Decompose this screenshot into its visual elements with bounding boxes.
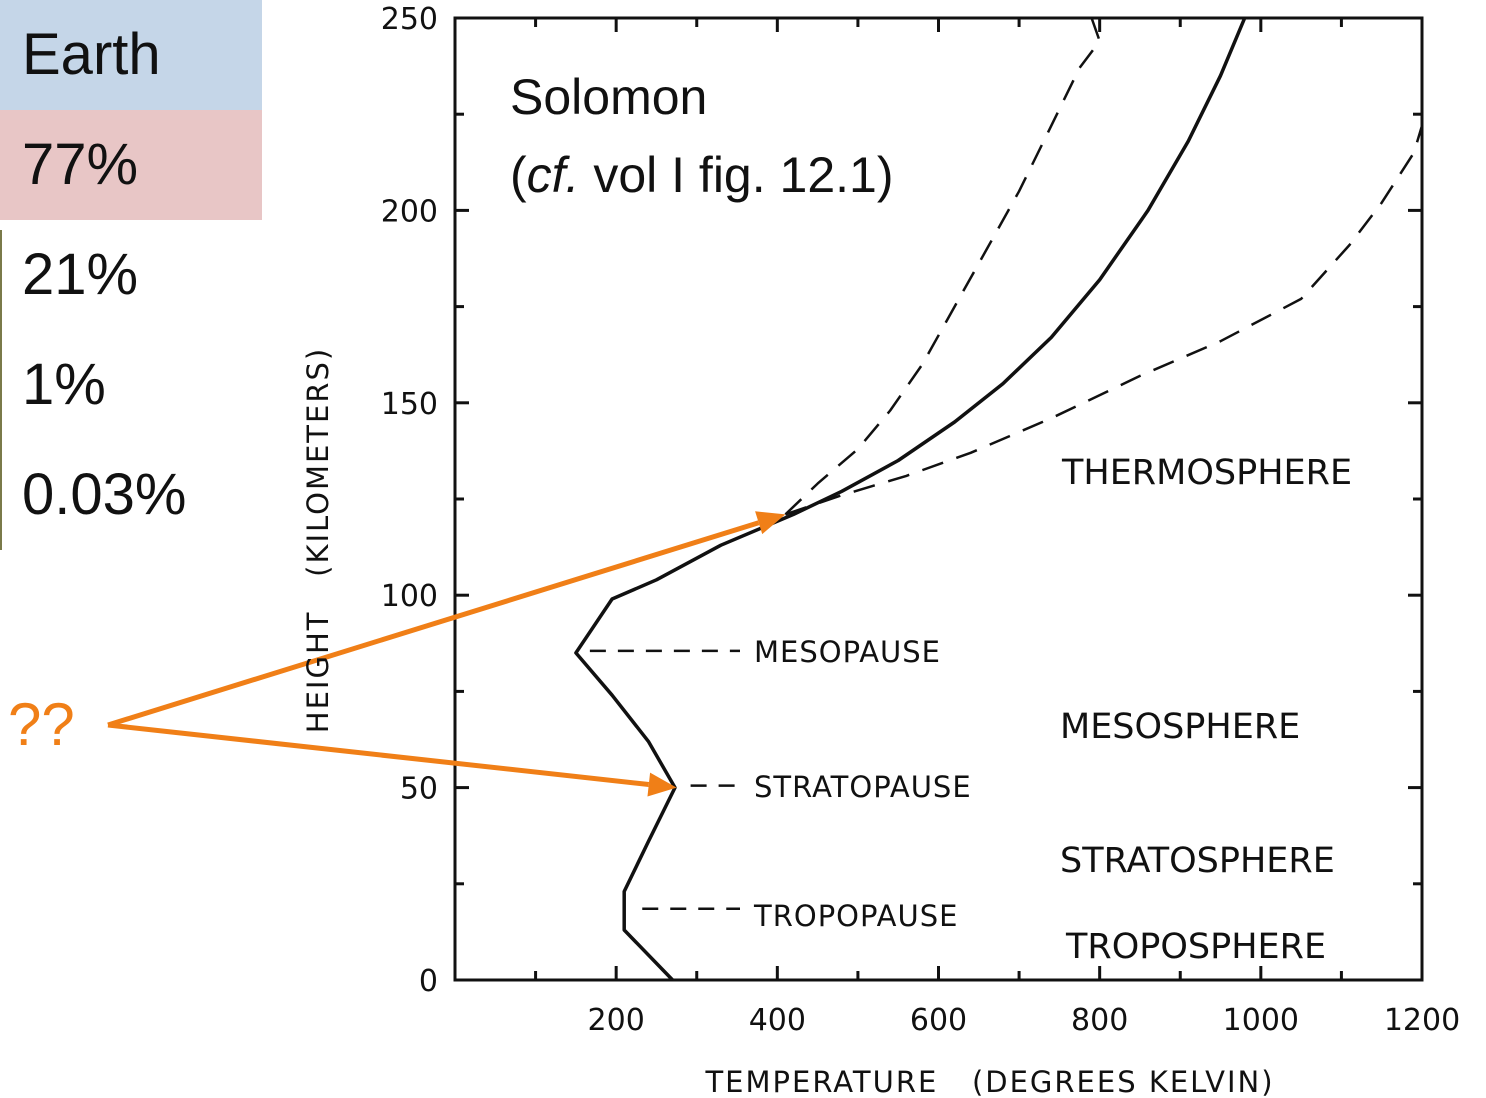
pause-label-tropopause: TROPOPAUSE	[753, 899, 958, 933]
x-tick-label: 1200	[1384, 1003, 1460, 1038]
composition-cell: 1%	[0, 330, 262, 440]
question-callout: ??	[8, 691, 75, 758]
x-tick-label: 1000	[1223, 1003, 1299, 1038]
composition-cell: 77%	[0, 110, 262, 220]
note-paren: (	[510, 147, 527, 203]
x-tick-label: 800	[1071, 1003, 1128, 1038]
composition-table: Earth 77% 21% 1% 0.03%	[0, 0, 262, 550]
layer-label-thermosphere: THERMOSPHERE	[1061, 453, 1352, 493]
note-cf: cf.	[527, 147, 580, 203]
x-tick-label: 400	[749, 1003, 806, 1038]
planet-name-cell: Earth	[0, 0, 262, 110]
layer-label-troposphere: TROPOSPHERE	[1065, 927, 1326, 967]
callout-arrow-head	[755, 511, 786, 535]
x-tick-label: 200	[588, 1003, 645, 1038]
y-tick-label: 150	[381, 387, 438, 422]
x-tick-label: 600	[910, 1003, 967, 1038]
y-axis-title: HEIGHT (KILOMETERS)	[301, 347, 335, 733]
pause-layer	[589, 649, 740, 910]
pause-label-mesopause: MESOPAUSE	[754, 635, 941, 669]
note-ref: vol I fig. 12.1)	[579, 147, 893, 203]
y-tick-label: 100	[381, 579, 438, 614]
y-tick-label: 200	[381, 194, 438, 229]
source-note-line2: (cf. vol I fig. 12.1)	[510, 147, 894, 203]
arrow-layer	[107, 511, 786, 797]
y-tick-label: 50	[400, 772, 438, 807]
y-tick-label: 0	[419, 964, 438, 999]
x-axis-title: TEMPERATURE (DEGREES KELVIN)	[704, 1065, 1274, 1098]
temperature-range-dashed-line	[784, 17, 1101, 516]
layer-label-stratosphere: STRATOSPHERE	[1060, 841, 1335, 881]
pause-label-stratopause: STRATOPAUSE	[754, 770, 972, 804]
callout-arrow-shaft	[107, 520, 760, 728]
temperature-range-dashed-line	[784, 125, 1424, 516]
series-layer	[574, 17, 1424, 982]
temperature-profile-line	[574, 17, 1247, 982]
callout-arrow-head	[647, 772, 677, 797]
axis-ticks	[455, 18, 1422, 980]
composition-cell: 21%	[0, 220, 262, 330]
source-note-line1: Solomon	[510, 69, 707, 125]
composition-cell: 0.03%	[0, 440, 262, 550]
callout-arrow-shaft	[107, 722, 650, 788]
table-border	[0, 230, 2, 550]
y-tick-label: 250	[381, 2, 438, 37]
tick-labels: 200 400 600 800 1000 1200 0 50 100 150 200 250	[381, 2, 1460, 1038]
layer-label-mesosphere: MESOSPHERE	[1060, 707, 1300, 747]
